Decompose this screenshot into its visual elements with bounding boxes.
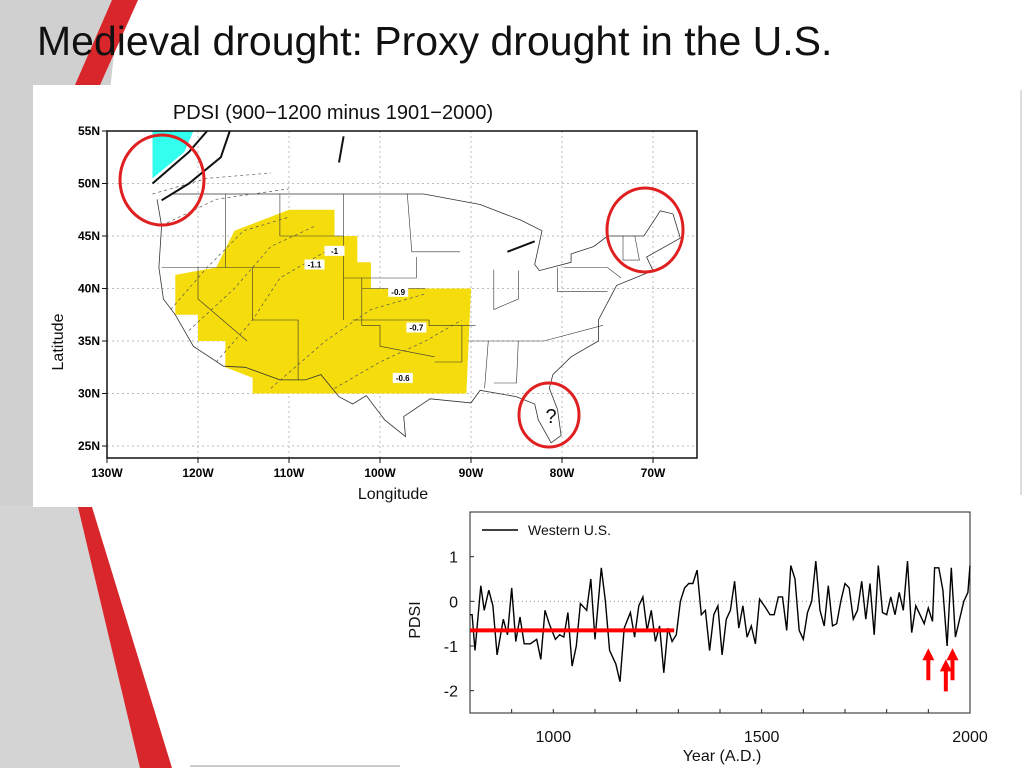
map-lon-tick-label: 80W <box>550 466 575 480</box>
y-tick-label: 1 <box>449 550 458 567</box>
zero-contour <box>507 240 536 253</box>
contour-label: -0.9 <box>391 288 405 297</box>
state-border <box>484 340 489 389</box>
map-ylabel: Latitude <box>50 313 67 370</box>
side-gray-lower <box>0 505 165 768</box>
pdsi-map-svg: PDSI (900−1200 minus 1901−2000) -1 -1.1 -0… <box>50 102 698 503</box>
contour-label: -1 <box>331 247 339 256</box>
series-line-western-us <box>470 561 971 682</box>
y-tick-label: -2 <box>444 684 458 701</box>
map-lon-tick-label: 90W <box>459 466 484 480</box>
map-frame <box>106 130 698 459</box>
pdsi-contour <box>152 172 271 195</box>
map-lon-tick-label: 130W <box>91 466 123 480</box>
pdsi-timeseries-chart: Year (A.D.) PDSI 1000 1500 2000 1 0 -1 -2 Weste… <box>407 511 988 765</box>
state-border <box>493 269 519 310</box>
contour-label-bg <box>388 286 409 297</box>
map-lon-tick-label: 70W <box>641 466 666 480</box>
map-lat-tick-label: 40N <box>78 282 100 296</box>
x-tick-label: 1000 <box>536 729 572 746</box>
pdsi-contour <box>215 246 335 363</box>
us-outline <box>156 193 681 444</box>
y-tick-label: 0 <box>449 594 458 611</box>
drought-anomaly-region <box>175 209 472 394</box>
red-stripe-bottom <box>78 507 172 768</box>
red-arrow-head <box>946 648 959 661</box>
contour-label-bg <box>304 259 325 270</box>
zero-contour <box>338 136 345 163</box>
state-border <box>557 267 608 292</box>
legend-label: Western U.S. <box>528 522 611 538</box>
map-lon-tick-label: 120W <box>182 466 214 480</box>
map-lon-tick-label: 110W <box>274 466 305 480</box>
state-border <box>361 278 435 358</box>
state-border <box>343 257 417 279</box>
contour-label-bg <box>324 245 345 256</box>
map-lat-tick-label: 30N <box>78 387 100 401</box>
state-border <box>622 235 640 261</box>
red-arrow-head <box>939 659 952 672</box>
highlight-circle-new-england <box>605 186 685 274</box>
red-arrow-head <box>922 648 935 661</box>
map-lat-tick-label: 55N <box>78 124 100 138</box>
pdsi-contour <box>270 293 426 389</box>
highlight-circle-florida <box>517 381 581 449</box>
map-title: PDSI (900−1200 minus 1901−2000) <box>173 102 493 124</box>
contour-label: -0.7 <box>410 324 424 333</box>
state-border <box>468 325 604 342</box>
state-border <box>252 267 299 380</box>
pdsi-map: PDSI (900−1200 minus 1901−2000) -1 -1.1 -0… <box>33 85 703 507</box>
map-xlabel: Longitude <box>358 486 428 503</box>
state-border <box>279 194 344 237</box>
map-lon-tick-label: 100W <box>364 466 396 480</box>
wet-anomaly-region <box>152 131 194 179</box>
state-border <box>434 325 463 363</box>
question-mark: ? <box>545 406 556 428</box>
pdsi-contour <box>161 188 290 226</box>
map-plot-area: -1 -1.1 -0.9 -0.7 -0.6 130W 120W 110W 100W 90W 80W… <box>78 124 698 480</box>
pdsi-contour <box>188 225 317 331</box>
x-tick-label: 2000 <box>952 729 988 746</box>
contour-label: -0.6 <box>396 374 410 383</box>
chart-xlabel: Year (A.D.) <box>683 748 762 765</box>
x-tick-label: 1500 <box>744 729 780 746</box>
zero-contour <box>161 130 231 202</box>
state-border <box>197 267 248 342</box>
state-border <box>493 340 519 384</box>
state-border <box>563 267 622 279</box>
map-lat-tick-label: 45N <box>78 229 100 243</box>
highlight-circle-pacific-northwest <box>118 133 206 227</box>
contour-label-bg <box>392 372 413 383</box>
state-border <box>407 193 461 253</box>
chart-ylabel: PDSI <box>407 601 424 638</box>
contour-label-bg <box>406 322 427 333</box>
map-lat-tick-label: 35N <box>78 334 100 348</box>
map-lat-tick-label: 25N <box>78 439 100 453</box>
slide-title: Medieval drought: Proxy drought in the U… <box>37 18 833 64</box>
zero-contour <box>151 130 208 185</box>
pdsi-contour <box>334 319 463 389</box>
y-tick-label: -1 <box>444 639 458 656</box>
red-stripe-top <box>75 0 138 85</box>
contour-label: -1.1 <box>308 261 322 270</box>
map-lat-tick-label: 50N <box>78 177 100 191</box>
